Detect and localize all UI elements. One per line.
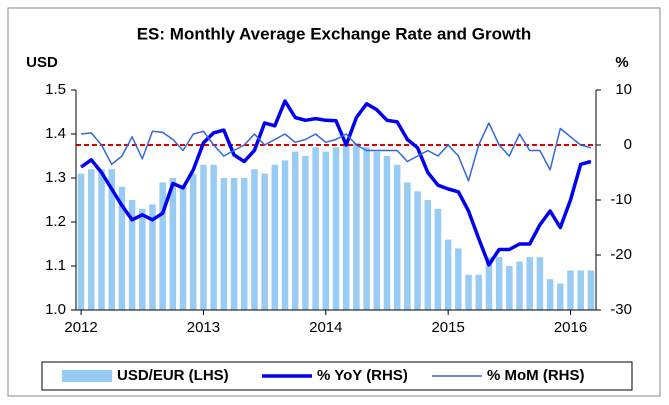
bar — [577, 270, 584, 310]
bar — [210, 164, 217, 310]
y-tick-label: 1.5 — [45, 81, 66, 98]
y2-tick-label: -10 — [610, 191, 632, 208]
y-tick-label: 1.4 — [45, 125, 66, 142]
bar — [230, 178, 238, 310]
bar — [189, 173, 197, 310]
legend-label: USD/EUR (LHS) — [117, 367, 229, 384]
bar — [322, 151, 330, 310]
bar — [291, 151, 299, 310]
bar — [159, 182, 166, 310]
line-series — [80, 99, 592, 267]
bar — [240, 178, 248, 310]
bar — [373, 151, 381, 310]
bar — [312, 147, 319, 310]
y-tick-label: 1.2 — [45, 213, 66, 230]
y-tick-label: 1.1 — [45, 257, 66, 274]
bar — [271, 164, 279, 310]
bar — [455, 248, 462, 310]
bar — [475, 274, 483, 310]
bar — [149, 204, 156, 310]
legend-label: % YoY (RHS) — [317, 367, 408, 384]
bar — [139, 208, 146, 310]
bar — [169, 178, 177, 310]
bar — [414, 191, 421, 310]
bar — [220, 178, 228, 310]
y2-tick-label: -20 — [610, 246, 632, 263]
bar — [281, 160, 289, 310]
x-tick-label: 2015 — [431, 319, 464, 336]
bar — [128, 200, 136, 310]
bar — [434, 208, 442, 310]
y-tick-label: 1.0 — [45, 301, 66, 318]
bar — [251, 169, 258, 310]
bar — [495, 257, 503, 310]
bar — [536, 257, 544, 310]
bar — [200, 164, 207, 310]
bar — [77, 173, 85, 310]
legend-label: % MoM (RHS) — [487, 367, 585, 384]
y2-tick-label: 0 — [624, 136, 632, 153]
bar — [567, 270, 574, 310]
bar — [118, 186, 126, 310]
y-tick-label: 1.3 — [45, 169, 66, 186]
bar — [98, 169, 105, 310]
bar — [353, 142, 360, 310]
y2-tick-label: -30 — [610, 301, 632, 318]
bar — [546, 279, 554, 310]
y2-tick-label: 10 — [615, 81, 632, 98]
chart-title: ES: Monthly Average Exchange Rate and Gr… — [137, 24, 532, 43]
bar — [587, 270, 595, 310]
y-axis-label: USD — [26, 54, 58, 71]
bar — [393, 164, 401, 310]
x-tick-label: 2012 — [64, 319, 97, 336]
line-series — [81, 122, 592, 182]
y2-axis-label: % — [615, 54, 628, 71]
bar — [465, 274, 472, 310]
bar — [424, 200, 432, 310]
bar — [557, 283, 564, 310]
bar — [88, 169, 95, 310]
bar — [383, 156, 391, 310]
bar — [108, 169, 115, 310]
x-tick-label: 2014 — [309, 319, 342, 336]
bar — [363, 147, 370, 310]
bar — [332, 147, 340, 310]
bar — [526, 257, 533, 310]
bar — [342, 142, 350, 310]
bar — [516, 261, 523, 310]
x-tick-label: 2013 — [187, 319, 220, 336]
bar — [485, 257, 493, 310]
bar — [302, 156, 309, 310]
bar — [179, 186, 187, 310]
legend-box — [41, 361, 633, 391]
bar — [444, 239, 452, 310]
bar — [506, 266, 513, 310]
bar — [261, 173, 268, 310]
x-tick-label: 2016 — [554, 319, 587, 336]
bar — [404, 182, 411, 310]
legend-swatch — [62, 370, 112, 382]
